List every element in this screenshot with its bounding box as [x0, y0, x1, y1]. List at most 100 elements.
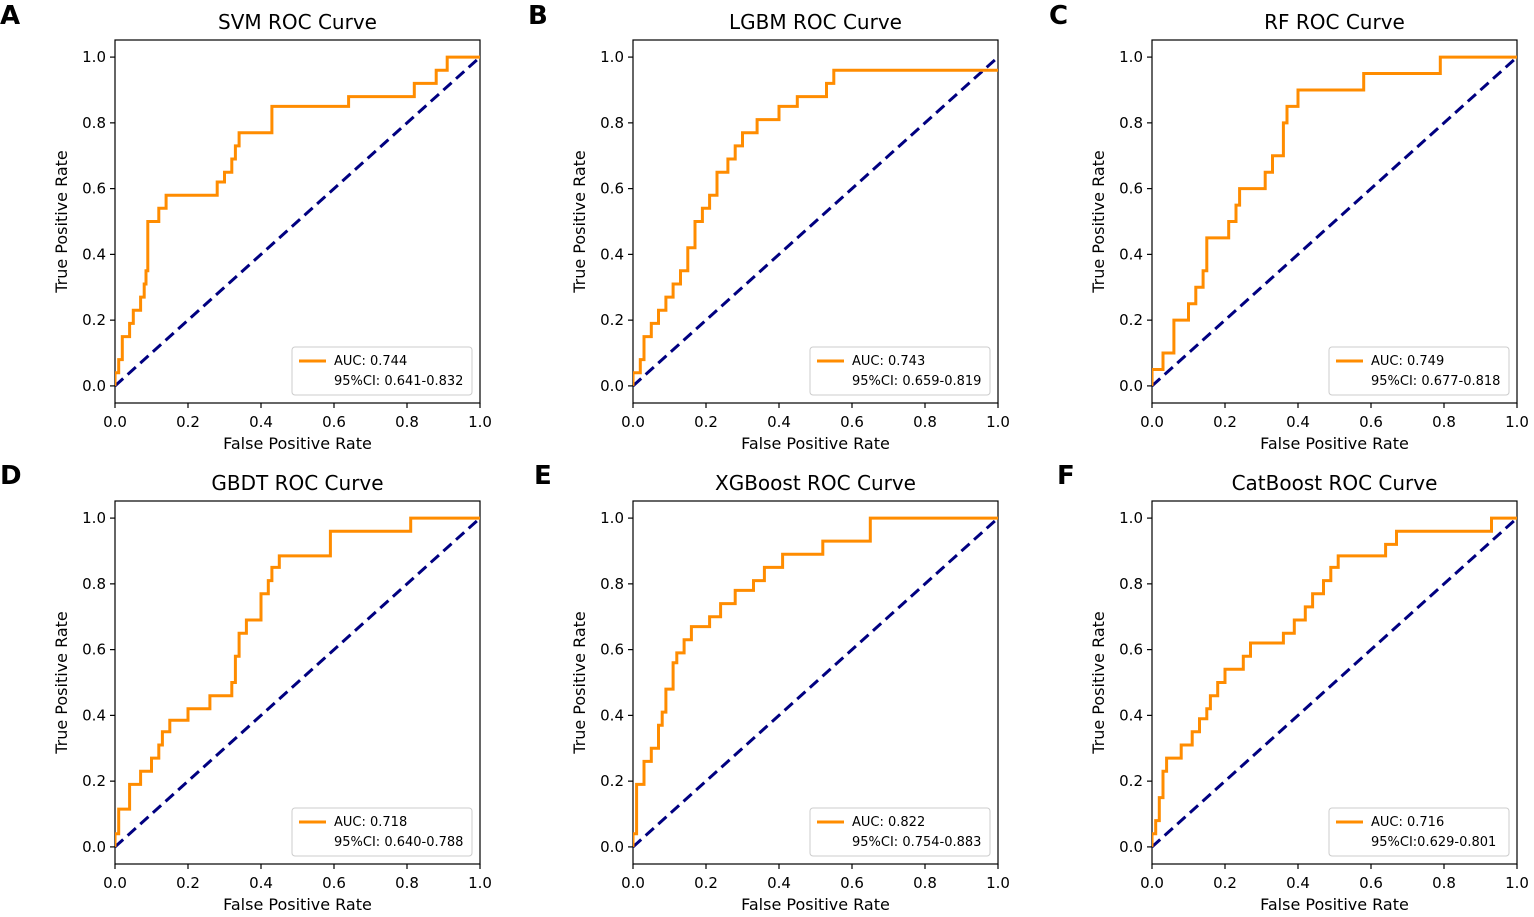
- panel-f-axes-frame: [1151, 500, 1518, 865]
- panel-c-ytick-label: 0.0: [1119, 377, 1143, 395]
- panel-d-axes-frame: [114, 500, 481, 865]
- panel-f-ytick-label: 0.0: [1119, 838, 1143, 856]
- panel-e-xlabel: False Positive Rate: [741, 895, 890, 914]
- panel-a-ytick-label: 0.0: [82, 377, 106, 395]
- panel-a-ytick-label: 0.2: [82, 311, 106, 329]
- panel-b-xlabel: False Positive Rate: [741, 434, 890, 453]
- panel-e-letter: E: [534, 461, 552, 491]
- panel-f-xtick-label: 1.0: [1505, 874, 1529, 892]
- panel-d-ytick-label: 0.0: [82, 838, 106, 856]
- panel-d-xtick-label: 0.6: [322, 874, 346, 892]
- panel-a-ytick-label: 0.6: [82, 180, 106, 198]
- panel-e-ylabel: True Positive Rate: [570, 611, 589, 755]
- panel-b-legend: AUC: 0.743 95%CI: 0.659-0.819: [809, 346, 991, 396]
- panel-e-title: XGBoost ROC Curve: [715, 471, 916, 495]
- panel-e-axes-frame: [632, 500, 999, 865]
- panel-e-legend: AUC: 0.822 95%CI: 0.754-0.883: [809, 807, 991, 857]
- panel-d-xtick-label: 0.8: [395, 874, 419, 892]
- panel-a-axes-frame: [114, 39, 481, 404]
- panel-e-xtick-label: 0.0: [621, 874, 645, 892]
- panel-a-legend: AUC: 0.744 95%CI: 0.641-0.832: [291, 346, 473, 396]
- panel-f-legend-box: [1328, 807, 1510, 857]
- panel-a-chance-line: [115, 55, 480, 388]
- panel-f: F CatBoost ROC Curve 0.0 0.2 0.4 0.6 0.8 1.0 0.0…: [1057, 461, 1529, 914]
- panel-c-legend-auc: AUC: 0.749: [1371, 354, 1444, 369]
- panel-d-legend: AUC: 0.718 95%CI: 0.640-0.788: [291, 807, 473, 857]
- panel-f-title: CatBoost ROC Curve: [1232, 471, 1438, 495]
- panel-c-xtick-label: 0.4: [1286, 413, 1310, 431]
- panel-f-legend-auc: AUC: 0.716: [1371, 815, 1444, 830]
- panel-a-legend-auc: AUC: 0.744: [334, 354, 407, 369]
- panel-b-ylabel: True Positive Rate: [570, 150, 589, 294]
- panel-c-legend-box: [1328, 346, 1510, 396]
- panel-b-xtick-label: 0.8: [913, 413, 937, 431]
- panel-c: C RF ROC Curve 0.0 0.2 0.4 0.6 0.8 1.0 0.0 0.2 0.4…: [1049, 1, 1529, 453]
- panel-d-ytick-label: 0.6: [82, 641, 106, 659]
- panel-f-letter: F: [1057, 461, 1075, 491]
- panel-d-xtick-label: 1.0: [468, 874, 492, 892]
- panel-e-legend-auc: AUC: 0.822: [852, 815, 925, 830]
- panel-e-xtick-label: 0.4: [767, 874, 791, 892]
- panel-b: B LGBM ROC Curve 0.0 0.2 0.4 0.6 0.8 1.0 0.0 0.2 0…: [528, 1, 1010, 453]
- panel-a-xtick-label: 0.8: [395, 413, 419, 431]
- panel-a-xtick-label: 0.0: [103, 413, 127, 431]
- panel-b-axes-frame: [632, 39, 999, 404]
- panel-a-xtick-label: 1.0: [468, 413, 492, 431]
- panel-c-roc-curve: [1152, 55, 1517, 386]
- panel-e: E XGBoost ROC Curve 0.0 0.2 0.4 0.6 0.8 1.0 0.0 0…: [534, 461, 1010, 914]
- panel-b-title: LGBM ROC Curve: [729, 10, 902, 34]
- panel-d: D GBDT ROC Curve 0.0 0.2 0.4 0.6 0.8 1.0 0.0 0.2 0…: [0, 461, 492, 914]
- panel-b-ytick-label: 0.6: [600, 180, 624, 198]
- panel-d-legend-box: [291, 807, 473, 857]
- panel-b-roc-curve: [633, 68, 998, 386]
- panel-d-ytick-label: 1.0: [82, 509, 106, 527]
- panel-f-ytick-label: 0.8: [1119, 575, 1143, 593]
- panel-e-ytick-label: 0.0: [600, 838, 624, 856]
- panel-c-axes-frame: [1151, 39, 1518, 404]
- panel-e-ytick-label: 1.0: [600, 509, 624, 527]
- panel-e-ytick-label: 0.2: [600, 772, 624, 790]
- panel-d-xtick-label: 0.4: [249, 874, 273, 892]
- panel-a-xtick-label: 0.4: [249, 413, 273, 431]
- panel-a-xtick-label: 0.2: [176, 413, 200, 431]
- panel-b-letter: B: [528, 1, 548, 31]
- panel-f-xtick-label: 0.0: [1140, 874, 1164, 892]
- panel-f-xtick-label: 0.8: [1432, 874, 1456, 892]
- panel-a-ytick-label: 1.0: [82, 48, 106, 66]
- panel-e-legend-box: [809, 807, 991, 857]
- panel-d-ytick-label: 0.4: [82, 706, 106, 724]
- panel-e-ytick-label: 0.8: [600, 575, 624, 593]
- panel-f-xtick-label: 0.2: [1213, 874, 1237, 892]
- panel-d-letter: D: [0, 461, 22, 491]
- panel-b-xtick-label: 0.6: [840, 413, 864, 431]
- panel-c-ytick-label: 1.0: [1119, 48, 1143, 66]
- panel-c-xtick-label: 1.0: [1505, 413, 1529, 431]
- panel-a-ytick-label: 0.8: [82, 114, 106, 132]
- panel-b-ytick-label: 0.2: [600, 311, 624, 329]
- panel-c-xlabel: False Positive Rate: [1260, 434, 1409, 453]
- panel-f-roc-curve: [1152, 516, 1517, 847]
- panel-c-xtick-label: 0.8: [1432, 413, 1456, 431]
- panel-b-xtick-label: 1.0: [986, 413, 1010, 431]
- panel-d-ylabel: True Positive Rate: [52, 611, 71, 755]
- panel-f-ytick-label: 1.0: [1119, 509, 1143, 527]
- panel-b-ytick-label: 0.8: [600, 114, 624, 132]
- panel-d-legend-ci: 95%CI: 0.640-0.788: [334, 835, 463, 850]
- panel-f-legend: AUC: 0.716 95%CI:0.629-0.801: [1328, 807, 1510, 857]
- panel-d-ytick-label: 0.8: [82, 575, 106, 593]
- panel-c-title: RF ROC Curve: [1264, 10, 1405, 34]
- panel-c-ytick-label: 0.2: [1119, 311, 1143, 329]
- panel-e-legend-ci: 95%CI: 0.754-0.883: [852, 835, 981, 850]
- panel-e-xtick-label: 0.2: [694, 874, 718, 892]
- panel-b-legend-box: [809, 346, 991, 396]
- panel-d-xtick-label: 0.0: [103, 874, 127, 892]
- panel-e-xtick-label: 1.0: [986, 874, 1010, 892]
- panel-a-xtick-label: 0.6: [322, 413, 346, 431]
- panel-d-chance-line: [115, 516, 480, 849]
- panel-f-ytick-label: 0.6: [1119, 641, 1143, 659]
- panel-b-ytick-label: 0.0: [600, 377, 624, 395]
- panel-d-xlabel: False Positive Rate: [223, 895, 372, 914]
- panel-e-roc-curve: [633, 516, 998, 847]
- panel-f-xlabel: False Positive Rate: [1260, 895, 1409, 914]
